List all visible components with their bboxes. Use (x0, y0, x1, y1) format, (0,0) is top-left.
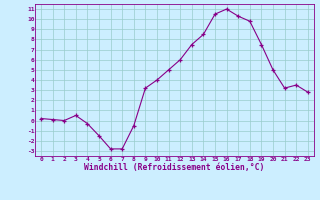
X-axis label: Windchill (Refroidissement éolien,°C): Windchill (Refroidissement éolien,°C) (84, 163, 265, 172)
